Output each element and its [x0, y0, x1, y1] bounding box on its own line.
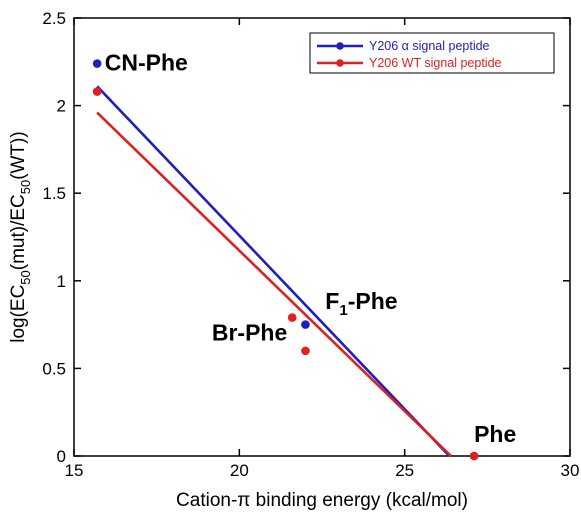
y-title-sub-1: 50 — [18, 270, 33, 284]
legend-label-wt: Y206 WT signal peptide — [369, 56, 502, 70]
data-point-wt — [92, 87, 102, 96]
data-points — [92, 59, 479, 461]
x-axis-title: Cation-π binding energy (kcal/mol) — [176, 490, 468, 511]
label-br-phe: Br-Phe — [212, 319, 287, 345]
data-point-alpha — [301, 320, 310, 329]
legend: Y206 α signal peptide Y206 WT signal pep… — [309, 32, 555, 74]
label-phe-text: Phe — [474, 421, 516, 447]
label-phe: Phe — [474, 421, 516, 447]
data-point-wt — [301, 346, 310, 356]
y-tick-label: 2.5 — [42, 9, 66, 28]
plot-area — [73, 17, 571, 457]
data-point-wt — [287, 313, 297, 322]
label-f1-phe-text: F — [325, 288, 339, 314]
y-tick-label: 0 — [57, 447, 66, 466]
axis-ticks: 15 20 25 30 0 0.5 1 1.5 2 2.5 — [42, 9, 579, 480]
y-tick-label: 1.5 — [42, 184, 66, 203]
y-tick-label: 0.5 — [42, 359, 66, 378]
label-br-phe-text: Br-Phe — [212, 319, 287, 345]
x-tick-label: 15 — [65, 461, 84, 480]
fit-lines — [96, 85, 452, 457]
fit-line-alpha — [96, 85, 451, 457]
legend-marker-wt — [336, 59, 344, 67]
label-cn-phe: CN-Phe — [105, 50, 188, 76]
label-cn-phe-text: CN-Phe — [105, 50, 188, 76]
fit-line-wt — [96, 111, 452, 457]
y-title-part-2: (mut)/EC — [8, 194, 29, 270]
y-title-sub-2: 50 — [18, 180, 33, 194]
y-title-part-3: (WT)) — [8, 131, 29, 180]
y-axis-title: log(EC50(mut)/EC50(WT)) — [8, 131, 33, 343]
legend-box — [309, 32, 555, 74]
y-title-part-1: log(EC — [8, 285, 29, 343]
data-point-alpha — [92, 59, 102, 68]
y-tick-label: 1 — [57, 272, 66, 291]
legend-marker-alpha — [336, 42, 344, 50]
x-tick-label: 30 — [561, 461, 580, 480]
x-tick-label: 25 — [395, 461, 414, 480]
x-tick-label: 20 — [230, 461, 249, 480]
legend-label-alpha: Y206 α signal peptide — [369, 39, 490, 53]
data-point-wt — [469, 451, 479, 461]
label-f1-phe-tail: -Phe — [348, 288, 398, 314]
point-labels: CN-Phe Br-Phe F1-Phe Phe — [105, 50, 517, 447]
y-tick-label: 2 — [57, 97, 66, 116]
label-f1-phe-subscript: 1 — [339, 302, 347, 319]
label-f1-phe: F1-Phe — [325, 288, 397, 319]
